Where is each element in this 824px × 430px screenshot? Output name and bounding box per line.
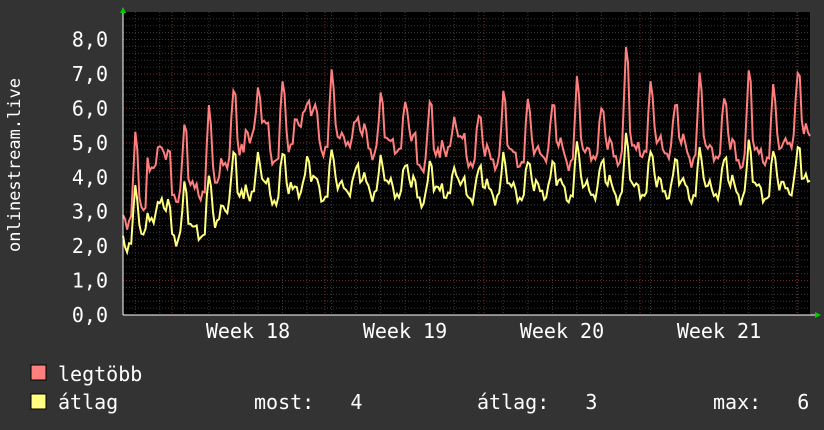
- y-tick-label: 4,0: [72, 165, 108, 189]
- x-axis-arrow-icon: [815, 312, 821, 318]
- y-axis-label: onlinestream.live: [5, 78, 25, 252]
- y-tick-label: 6,0: [72, 96, 108, 120]
- legend-label-atlag: átlag: [58, 390, 118, 414]
- legend-label-legtobb: legtöbb: [58, 362, 142, 386]
- series-layer: [122, 46, 811, 256]
- y-tick-label: 1,0: [72, 269, 108, 293]
- stat-most: most: 4: [254, 390, 362, 414]
- stat-atlag: átlag: 3: [477, 390, 597, 414]
- y-tick-label: 0,0: [72, 303, 108, 327]
- y-tick-label: 3,0: [72, 200, 108, 224]
- axes: [120, 7, 821, 318]
- y-tick-label: 2,0: [72, 234, 108, 258]
- y-tick-label: 7,0: [72, 62, 108, 86]
- x-tick-label: Week 18: [206, 319, 290, 343]
- y-tick-label: 8,0: [72, 28, 108, 52]
- legend-item-atlag: átlag: [30, 390, 118, 414]
- series-line-atlag: [122, 132, 811, 256]
- x-tick-label: Week 20: [520, 319, 604, 343]
- legend-item-legtobb: legtöbb: [30, 362, 142, 386]
- x-tick-label: Week 19: [363, 319, 447, 343]
- stat-max: max: 6: [713, 390, 809, 414]
- legend: legtöbb átlag most: 4 átlag: 3 max: 6: [30, 362, 809, 414]
- series-line-legtobb: [122, 46, 811, 230]
- x-tick-labels: Week 18 Week 19 Week 20 Week 21: [206, 319, 761, 343]
- legend-swatch-atlag: [30, 393, 47, 410]
- y-tick-label: 5,0: [72, 131, 108, 155]
- y-tick-labels: 0,0 1,0 2,0 3,0 4,0 5,0 6,0 7,0 8,0: [72, 28, 108, 327]
- x-tick-label: Week 21: [677, 319, 761, 343]
- y-axis-arrow-icon: [120, 7, 126, 13]
- legend-swatch-legtobb: [30, 364, 47, 381]
